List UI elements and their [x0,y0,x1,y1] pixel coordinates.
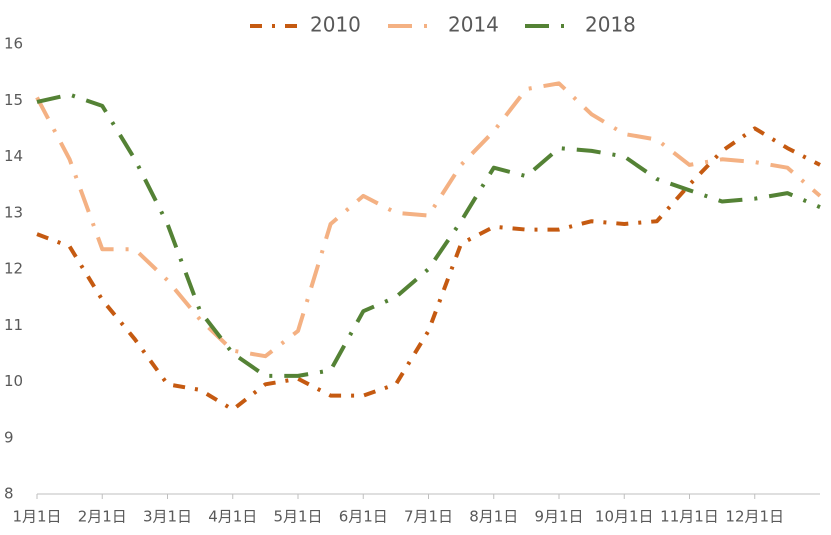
y-tick-label: 12 [4,260,23,278]
y-tick-label: 11 [4,316,23,334]
y-tick-label: 16 [4,35,23,53]
legend-label: 2018 [585,13,636,37]
x-tick-label: 5月1日 [273,508,322,526]
y-tick-label: 14 [4,147,23,165]
x-tick-label: 3月1日 [143,508,192,526]
x-tick-label: 6月1日 [339,508,388,526]
x-tick-label: 1月1日 [12,508,61,526]
x-tick-label: 10月1日 [595,508,654,526]
y-tick-label: 8 [4,485,14,503]
legend-label: 2010 [310,13,361,37]
x-tick-label: 11月1日 [660,508,719,526]
y-tick-label: 15 [4,91,23,109]
x-tick-label: 2月1日 [78,508,127,526]
series-line [36,92,821,378]
x-tick-label: 7月1日 [404,508,453,526]
y-tick-label: 10 [4,372,23,390]
legend-label: 2014 [448,13,499,37]
x-tick-label: 9月1日 [534,508,583,526]
x-tick-label: 8月1日 [469,508,518,526]
x-tick-label: 12月1日 [725,508,784,526]
y-tick-label: 13 [4,203,23,221]
series-line [35,81,822,359]
y-tick-label: 9 [4,428,14,446]
x-tick-label: 4月1日 [208,508,257,526]
